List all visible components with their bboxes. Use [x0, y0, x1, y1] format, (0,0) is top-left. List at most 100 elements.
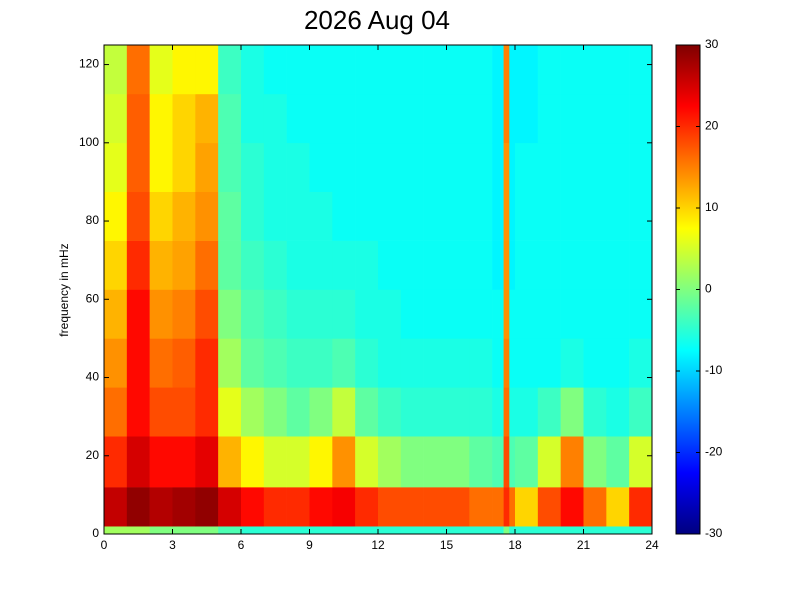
- heatmap-cell: [241, 191, 265, 241]
- heatmap-cell: [629, 289, 653, 339]
- heatmap-cell: [509, 387, 516, 437]
- heatmap-cell: [606, 191, 630, 241]
- heatmap-cell: [332, 93, 356, 144]
- heatmap-cell: [104, 289, 128, 339]
- heatmap-cell: [126, 142, 150, 192]
- heatmap-cell: [172, 338, 196, 388]
- heatmap-cell: [560, 526, 584, 535]
- heatmap-cell: [332, 436, 356, 488]
- heatmap-cell: [515, 142, 539, 192]
- heatmap-cell: [583, 289, 607, 339]
- heatmap-cell: [606, 45, 630, 95]
- colorbar-tick-label: 30: [705, 37, 719, 51]
- heatmap-cell: [241, 387, 265, 437]
- heatmap-cell: [446, 387, 470, 437]
- heatmap-cell: [423, 45, 447, 95]
- heatmap-cell: [263, 191, 287, 241]
- heatmap-cell: [560, 289, 584, 339]
- heatmap-cell: [172, 387, 196, 437]
- heatmap-cell: [218, 240, 242, 290]
- heatmap-cell: [104, 142, 128, 192]
- heatmap-cell: [537, 526, 561, 535]
- heatmap-cell: [172, 526, 196, 535]
- x-tick-label: 12: [371, 538, 385, 552]
- heatmap-cell: [560, 487, 584, 527]
- heatmap-cell: [560, 191, 584, 241]
- heatmap-cell: [515, 289, 539, 339]
- heatmap-cell: [355, 487, 379, 527]
- heatmap-cell: [469, 240, 493, 290]
- heatmap-cell: [469, 93, 493, 144]
- y-tick-label: 80: [86, 213, 100, 227]
- heatmap-cell: [355, 526, 379, 535]
- heatmap-cell: [503, 387, 510, 437]
- heatmap-cell: [263, 289, 287, 339]
- heatmap-cell: [492, 289, 504, 339]
- heatmap-cell: [537, 487, 561, 527]
- heatmap-cell: [195, 526, 219, 535]
- heatmap-cell: [400, 191, 424, 241]
- heatmap-cell: [218, 487, 242, 527]
- x-tick-label: 18: [508, 538, 522, 552]
- heatmap-cell: [195, 93, 219, 144]
- heatmap-cell: [378, 240, 402, 290]
- heatmap-cell: [241, 526, 265, 535]
- heatmap-cell: [446, 93, 470, 144]
- heatmap-cell: [469, 487, 493, 527]
- heatmap-cell: [263, 45, 287, 95]
- heatmap-cell: [172, 487, 196, 527]
- heatmap-cell: [332, 487, 356, 527]
- heatmap-cell: [286, 289, 310, 339]
- heatmap-cell: [469, 289, 493, 339]
- y-axis-label: frequency in mHz: [57, 243, 71, 336]
- heatmap-cell: [492, 142, 504, 192]
- heatmap-cell: [126, 93, 150, 144]
- heatmap-cell: [492, 526, 504, 535]
- heatmap-cell: [309, 142, 333, 192]
- heatmap-cell: [241, 436, 265, 488]
- heatmap-cell: [241, 487, 265, 527]
- heatmap-cell: [218, 338, 242, 388]
- heatmap-cell: [515, 191, 539, 241]
- colorbar-tick-label: 0: [705, 282, 712, 296]
- heatmap-cell: [149, 240, 173, 290]
- heatmap-cell: [126, 387, 150, 437]
- heatmap-cell: [606, 436, 630, 488]
- heatmap-cell: [469, 142, 493, 192]
- heatmap-cell: [263, 487, 287, 527]
- heatmap-cell: [606, 338, 630, 388]
- heatmap-cell: [126, 289, 150, 339]
- heatmap-cell: [286, 436, 310, 488]
- heatmap-cell: [503, 289, 510, 339]
- heatmap-cell: [172, 240, 196, 290]
- heatmap-cell: [355, 338, 379, 388]
- heatmap-cell: [378, 436, 402, 488]
- heatmap-cell: [218, 191, 242, 241]
- heatmap-cell: [629, 45, 653, 95]
- heatmap-cell: [492, 93, 504, 144]
- heatmap-cell: [309, 45, 333, 95]
- heatmap-cell: [149, 191, 173, 241]
- heatmap-cell: [104, 526, 128, 535]
- heatmap-cell: [378, 289, 402, 339]
- heatmap-cell: [263, 387, 287, 437]
- heatmap-cell: [606, 93, 630, 144]
- heatmap-cell: [104, 45, 128, 95]
- heatmap-cell: [286, 142, 310, 192]
- heatmap-cell: [503, 191, 510, 241]
- heatmap-cell: [515, 45, 539, 95]
- colorbar-tick-label: 10: [705, 200, 719, 214]
- heatmap-cell: [126, 338, 150, 388]
- heatmap-cell: [446, 191, 470, 241]
- heatmap-cell: [560, 142, 584, 192]
- heatmap-cell: [537, 436, 561, 488]
- heatmap-cell: [492, 387, 504, 437]
- heatmap-cell: [492, 240, 504, 290]
- heatmap-cell: [560, 240, 584, 290]
- heatmap-cell: [309, 240, 333, 290]
- heatmap-cell: [583, 436, 607, 488]
- heatmap-cell: [263, 338, 287, 388]
- heatmap-cell: [503, 240, 510, 290]
- x-tick-label: 0: [101, 538, 108, 552]
- heatmap-cell: [218, 93, 242, 144]
